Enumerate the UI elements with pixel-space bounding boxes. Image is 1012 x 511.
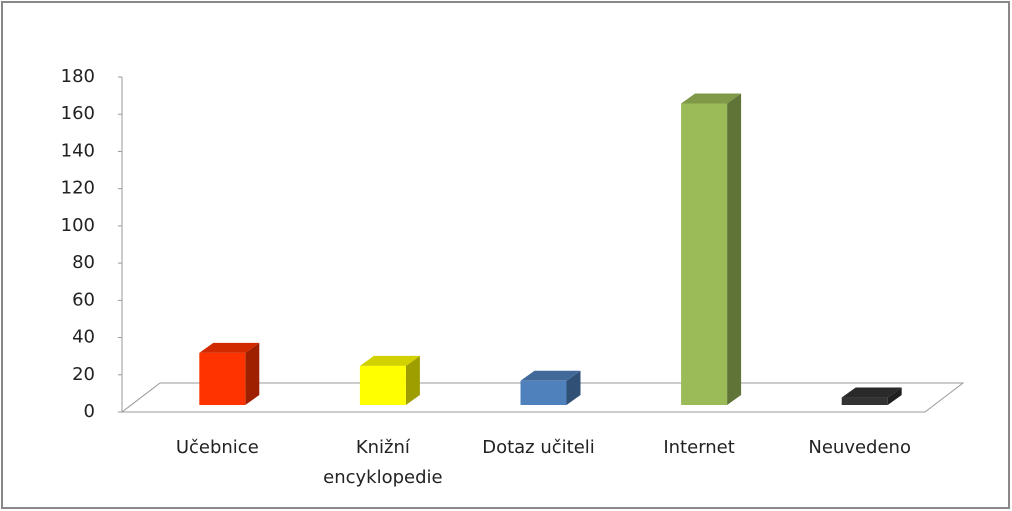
bar-top bbox=[520, 370, 581, 381]
x-tick-label: Dotaz učiteli bbox=[482, 437, 595, 458]
bar bbox=[841, 397, 888, 405]
y-tick-label: 60 bbox=[72, 289, 95, 310]
bar-top bbox=[359, 355, 420, 366]
bar bbox=[199, 352, 246, 405]
bar-top bbox=[681, 93, 742, 104]
bar-side bbox=[727, 93, 742, 405]
y-tick-label: 20 bbox=[72, 364, 95, 385]
bar-side bbox=[887, 387, 902, 405]
y-tick-label: 120 bbox=[61, 178, 95, 199]
y-tick-label: 160 bbox=[61, 103, 95, 124]
y-tick-label: 80 bbox=[72, 252, 95, 273]
bar-side bbox=[566, 370, 581, 405]
bar-side bbox=[245, 342, 260, 405]
bar-top bbox=[199, 342, 260, 353]
x-tick-label: Knižní encyklopedie bbox=[323, 437, 443, 488]
y-tick-label: 0 bbox=[84, 401, 95, 422]
x-tick-label: Učebnice bbox=[175, 437, 259, 458]
x-tick-label: Neuvedeno bbox=[808, 437, 911, 458]
bar bbox=[359, 365, 406, 405]
bar-top bbox=[841, 387, 902, 398]
bar bbox=[681, 103, 728, 405]
y-tick-label: 100 bbox=[61, 215, 95, 236]
x-tick-label: Internet bbox=[663, 437, 735, 458]
bar-side bbox=[405, 355, 420, 405]
y-tick-label: 140 bbox=[61, 140, 95, 161]
y-tick-label: 180 bbox=[61, 66, 95, 87]
bar bbox=[520, 380, 567, 405]
y-tick-label: 40 bbox=[72, 327, 95, 348]
